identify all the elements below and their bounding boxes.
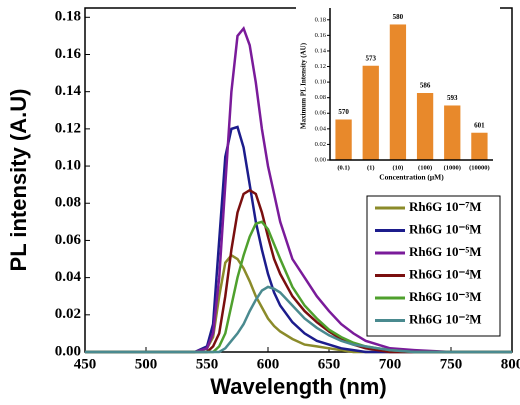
y-axis-title: Maximum PL Intensity (AU)	[300, 42, 308, 129]
x-tick-label: 450	[74, 356, 97, 372]
x-tick-label: (1000)	[444, 164, 461, 171]
bar-annotation: 573	[366, 54, 377, 62]
x-axis-title: Concentration (μM)	[379, 173, 444, 182]
bar	[471, 132, 488, 160]
legend-label: Rh6G 10⁻³M	[409, 289, 482, 304]
y-tick-label: 0.12	[55, 120, 81, 136]
y-tick-label: 0.14	[315, 47, 327, 54]
bar-annotation: 593	[447, 94, 458, 102]
y-tick-label: 0.08	[55, 195, 81, 211]
y-tick-label: 0.06	[315, 110, 327, 117]
x-tick-label: 500	[135, 356, 158, 372]
x-tick-label: 700	[379, 356, 402, 372]
bar	[389, 24, 407, 160]
x-tick-label: (100)	[418, 164, 432, 171]
bar	[335, 119, 352, 160]
x-tick-label: 550	[196, 356, 219, 372]
y-tick-label: 0.18	[55, 9, 81, 25]
y-tick-label: 0.00	[315, 156, 326, 163]
y-tick-label: 0.00	[55, 343, 81, 359]
bar-annotation: 570	[338, 108, 349, 116]
x-tick-label: (10000)	[469, 164, 490, 171]
x-tick-label: (1)	[367, 164, 375, 171]
x-tick-label: 600	[257, 356, 280, 372]
y-tick-label: 0.16	[315, 32, 327, 39]
y-tick-label: 0.10	[315, 79, 326, 86]
legend-label: Rh6G 10⁻⁶M	[409, 221, 482, 236]
bar	[362, 65, 379, 160]
legend-box	[366, 195, 501, 337]
y-axis-title: PL intensity (A.U)	[6, 89, 31, 272]
legend-label: Rh6G 10⁻⁷M	[409, 199, 482, 214]
x-axis-title: Wavelength (nm)	[210, 374, 386, 399]
bar	[444, 105, 461, 160]
y-tick-label: 0.12	[315, 63, 326, 70]
legend-label: Rh6G 10⁻⁵M	[409, 244, 482, 259]
x-tick-label: (10)	[392, 164, 403, 171]
x-tick-label: (0.1)	[337, 164, 349, 171]
bar	[416, 93, 434, 160]
x-tick-label: 750	[440, 356, 463, 372]
y-tick-label: 0.06	[55, 232, 82, 248]
x-tick-label: 800	[501, 356, 520, 372]
bar-annotation: 580	[393, 13, 404, 21]
spectrum-line	[85, 285, 512, 354]
y-tick-label: 0.02	[315, 141, 326, 148]
y-tick-label: 0.04	[315, 125, 327, 132]
y-tick-label: 0.14	[55, 83, 82, 99]
bar-annotation: 601	[474, 121, 485, 129]
y-tick-label: 0.08	[315, 94, 326, 101]
y-tick-label: 0.10	[55, 157, 81, 173]
spectrum-line	[85, 188, 512, 354]
y-tick-label: 0.18	[315, 16, 326, 23]
y-tick-label: 0.02	[55, 306, 81, 322]
spectrum-line	[85, 26, 512, 354]
x-tick-label: 650	[318, 356, 341, 372]
inset-axes	[329, 8, 493, 161]
legend-label: Rh6G 10⁻⁴M	[409, 266, 482, 281]
y-tick-label: 0.16	[55, 46, 82, 62]
bar-annotation: 586	[420, 82, 431, 90]
y-tick-label: 0.04	[55, 269, 82, 285]
legend-label: Rh6G 10⁻²M	[409, 311, 482, 326]
spectrum-line	[85, 125, 512, 354]
